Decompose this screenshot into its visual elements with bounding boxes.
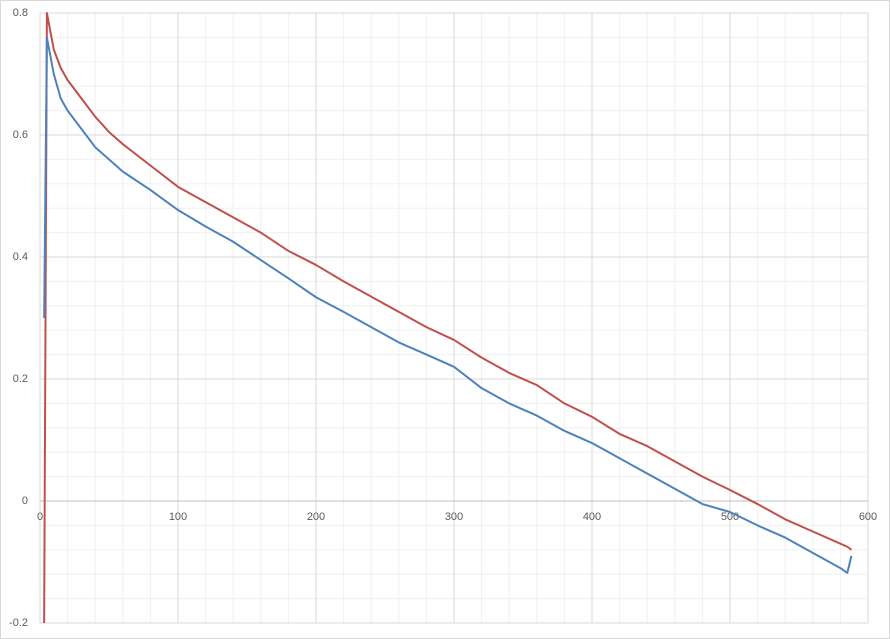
x-tick-label: 600 [859, 511, 877, 523]
x-tick-label: 400 [583, 511, 601, 523]
series-line [43, 36, 853, 574]
y-tick-label: 0 [22, 495, 28, 507]
x-tick-label: 300 [445, 511, 463, 523]
x-tick-label: 0 [37, 511, 43, 523]
y-tick-label: 0.4 [13, 251, 28, 263]
y-tick-label: 0.6 [13, 129, 28, 141]
series-line [43, 12, 853, 624]
y-tick-label: 0.8 [13, 7, 28, 19]
x-tick-label: 200 [307, 511, 325, 523]
x-tick-label: 100 [169, 511, 187, 523]
y-tick-label: 0.2 [13, 373, 28, 385]
y-tick-label: -0.2 [9, 617, 28, 629]
